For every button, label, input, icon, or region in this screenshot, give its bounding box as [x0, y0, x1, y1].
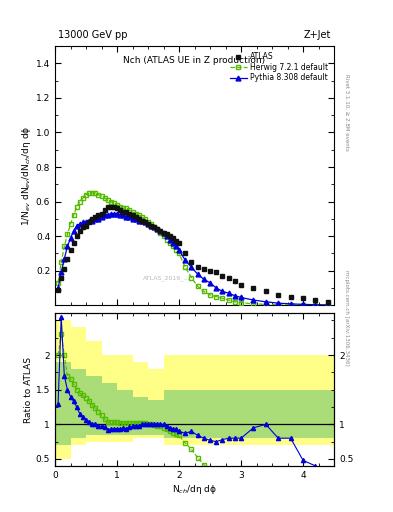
- ATLAS: [133, 214, 138, 220]
- Herwig 7.2.1 default: [325, 302, 330, 308]
- Y-axis label: 1/N$_{ev}$ dN$_{ev}$/dN$_{ch}$/dη dϕ: 1/N$_{ev}$ dN$_{ev}$/dN$_{ch}$/dη dϕ: [20, 125, 33, 226]
- Pythia 8.308 default: [65, 243, 70, 249]
- Herwig 7.2.1 default: [65, 231, 70, 238]
- Herwig 7.2.1 default: [133, 210, 138, 217]
- ATLAS: [56, 287, 61, 293]
- Pythia 8.308 default: [133, 216, 138, 222]
- Line: Pythia 8.308 default: Pythia 8.308 default: [56, 211, 330, 307]
- Pythia 8.308 default: [325, 302, 330, 308]
- Text: 13000 GeV pp: 13000 GeV pp: [58, 30, 127, 39]
- Pythia 8.308 default: [108, 210, 113, 217]
- ATLAS: [65, 255, 70, 262]
- Text: ATLAS_2019_...: ATLAS_2019_...: [143, 275, 190, 281]
- ATLAS: [102, 207, 107, 214]
- Herwig 7.2.1 default: [105, 197, 110, 203]
- Legend: ATLAS, Herwig 7.2.1 default, Pythia 8.308 default: ATLAS, Herwig 7.2.1 default, Pythia 8.30…: [228, 50, 330, 84]
- Y-axis label: Ratio to ATLAS: Ratio to ATLAS: [24, 357, 33, 423]
- Pythia 8.308 default: [177, 247, 182, 253]
- Herwig 7.2.1 default: [87, 190, 92, 196]
- Text: Rivet 3.1.10, ≥ 2.8M events: Rivet 3.1.10, ≥ 2.8M events: [344, 74, 349, 151]
- Pythia 8.308 default: [183, 257, 187, 263]
- Herwig 7.2.1 default: [56, 280, 61, 286]
- ATLAS: [62, 266, 67, 272]
- Text: mcplots.cern.ch [arXiv:1306.3436]: mcplots.cern.ch [arXiv:1306.3436]: [344, 270, 349, 365]
- ATLAS: [177, 240, 182, 246]
- X-axis label: N$_{ch}$/dη dϕ: N$_{ch}$/dη dϕ: [172, 482, 217, 496]
- Herwig 7.2.1 default: [62, 243, 67, 249]
- Pythia 8.308 default: [62, 255, 67, 262]
- ATLAS: [325, 298, 330, 305]
- Pythia 8.308 default: [102, 212, 107, 219]
- Text: Z+Jet: Z+Jet: [304, 30, 331, 39]
- ATLAS: [105, 204, 110, 210]
- Herwig 7.2.1 default: [301, 302, 305, 308]
- Text: Nch (ATLAS UE in Z production): Nch (ATLAS UE in Z production): [123, 56, 266, 66]
- Herwig 7.2.1 default: [177, 250, 182, 257]
- ATLAS: [183, 250, 187, 257]
- Herwig 7.2.1 default: [183, 264, 187, 270]
- Line: Herwig 7.2.1 default: Herwig 7.2.1 default: [56, 190, 330, 308]
- Pythia 8.308 default: [56, 285, 61, 291]
- Line: ATLAS: ATLAS: [56, 204, 330, 304]
